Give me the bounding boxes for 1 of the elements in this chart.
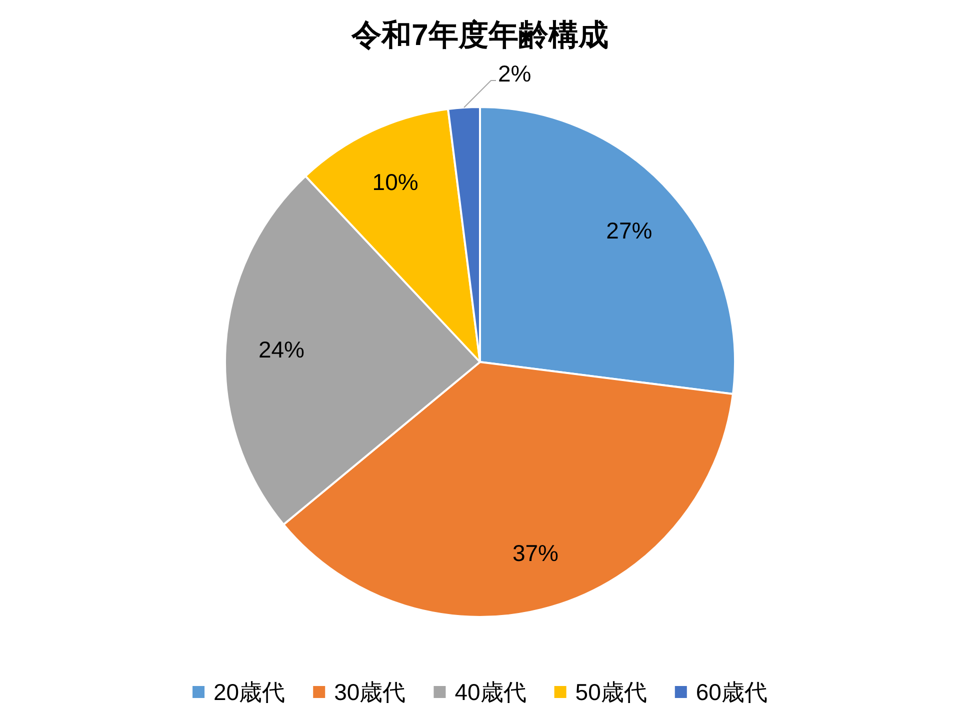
title: 令和7年度年齢構成 bbox=[352, 19, 608, 52]
